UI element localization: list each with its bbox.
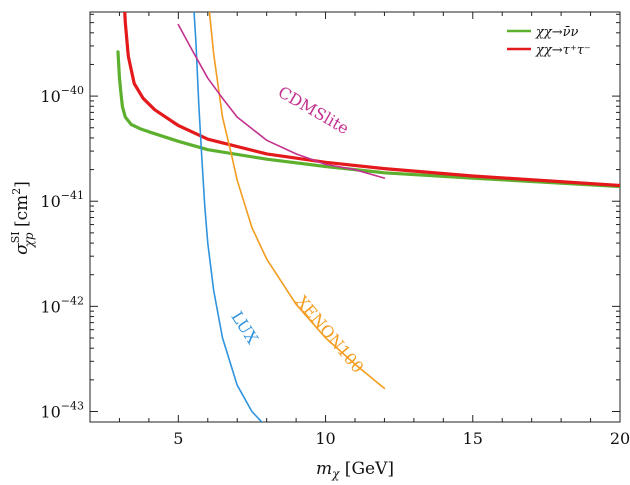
axis-ticks (90, 12, 621, 422)
legend-label-nu: χχ→ν̄ν (535, 25, 579, 40)
y-tick-label: 10−42 (40, 294, 84, 316)
legend-box (500, 18, 616, 62)
y-axis-label: σSIχp [cm2] (9, 181, 36, 255)
series-curves (116, 12, 620, 422)
y-tick-label: 10−41 (40, 189, 84, 211)
annotation-lux: LUX (227, 308, 262, 348)
x-tick-label: 10 (315, 429, 335, 448)
series-line-cdmslite (177, 23, 386, 179)
series-line-- (116, 50, 620, 189)
series-line-- (123, 12, 620, 188)
legend-label-tau: χχ→τ⁺τ⁻ (535, 43, 591, 58)
x-tick-label: 20 (610, 429, 630, 448)
series-line-xenon100 (208, 12, 386, 390)
axis-tick-labels: 5 10 15 20 10−43 10−42 10−41 10−40 (40, 84, 630, 448)
y-tick-label: 10−40 (40, 84, 84, 106)
annotation-xenon100: XENON100 (292, 292, 367, 377)
annotation-cdmslite: CDMSlite (275, 82, 353, 138)
series-line-lux (193, 12, 263, 422)
x-axis-label: mχ [GeV] (316, 459, 394, 481)
x-tick-label: 5 (173, 429, 183, 448)
x-tick-label: 15 (463, 429, 483, 448)
legend: χχ→ν̄ν χχ→τ⁺τ⁻ (500, 18, 616, 62)
y-tick-label: 10−43 (40, 399, 84, 421)
